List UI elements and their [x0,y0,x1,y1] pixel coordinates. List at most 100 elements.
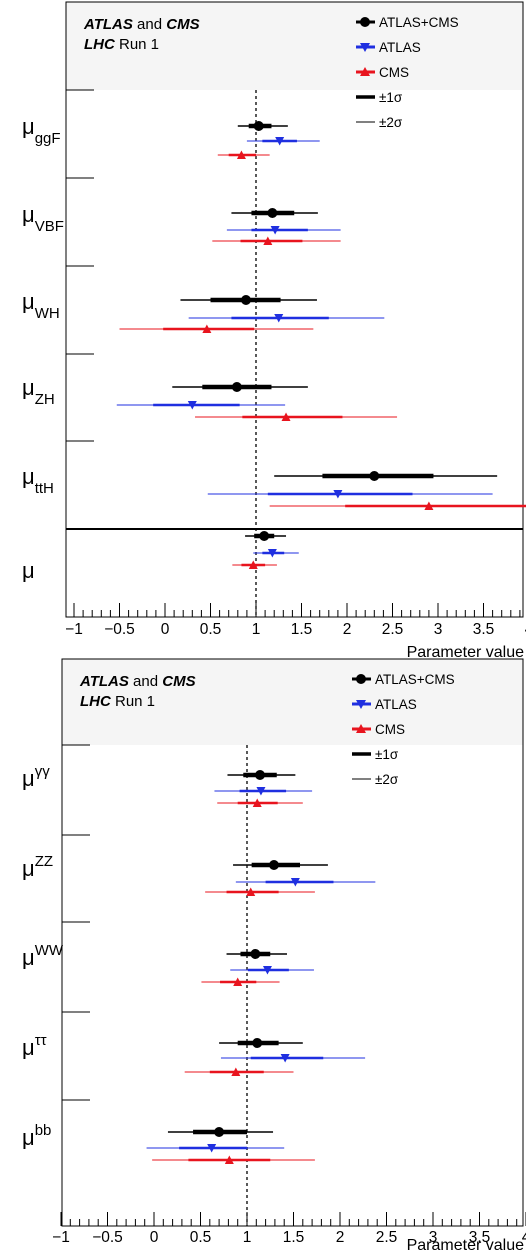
header-atlas: ATLAS [79,673,129,690]
row-label-base: μ [22,945,35,970]
row-label-sub: ttH [35,480,54,497]
x-tick-label: 4 [525,621,526,638]
x-tick-label: 2.5 [382,621,404,638]
marker-atlas [290,878,300,887]
row-label-sup: bb [35,1122,52,1139]
legend-label: ATLAS [379,40,421,55]
x-tick-label: −1 [52,1229,70,1246]
x-tick-label: 1 [243,1229,252,1246]
x-tick-label: 1.5 [283,1229,305,1246]
x-tick-label: 1.5 [291,621,313,638]
marker-atlas-cms [250,949,261,959]
x-tick-label: 3 [429,1229,438,1246]
header-and: and [129,673,162,690]
header-line1: ATLAS and CMS [79,673,196,690]
marker-atlas-cms [255,770,266,780]
x-tick-label: 1 [252,621,261,638]
marker-cms [236,150,246,159]
row-label-base: μ [22,202,35,227]
legend-marker-triangle-up [356,724,366,733]
x-tick-label: 3 [434,621,443,638]
row-label-base: μ [22,766,35,791]
row-label: μγγ [22,763,50,791]
marker-atlas [270,226,280,235]
marker-atlas [262,966,272,975]
marker-atlas [187,401,197,410]
marker-atlas [207,1144,217,1153]
marker-cms [233,977,243,986]
marker-atlas [280,1054,290,1063]
x-tick-label: 0 [150,1229,159,1246]
legend-label: CMS [375,722,405,737]
x-tick-label: 2 [336,1229,345,1246]
marker-atlas [267,549,277,558]
header-lhc: LHC [80,693,112,710]
marker-cms [246,887,256,896]
x-tick-label: −0.5 [104,621,135,638]
x-tick-label: 0.5 [200,621,222,638]
marker-cms [424,501,434,510]
row-label: μWH [22,289,60,322]
row-label: μZZ [22,853,53,881]
x-tick-label: 2.5 [376,1229,398,1246]
row-label-sup: ZZ [35,853,53,870]
row-label: μ [22,558,35,583]
marker-atlas-cms [369,471,380,481]
panel-2: ATLAS and CMS LHC Run 1 ATLAS+CMS ATLAS CMS ±… [22,658,526,1250]
marker-atlas-cms [231,382,242,392]
x-tick-label: 3.5 [469,1229,491,1246]
marker-atlas-cms [240,295,251,305]
row-label-base: μ [22,1125,35,1150]
x-axis-label: Parameter value [407,644,524,661]
header-line1: ATLAS and CMS [83,16,200,33]
legend-marker-triangle-down [356,700,366,709]
marker-atlas [333,490,343,499]
x-tick-label: 0 [161,621,170,638]
legend-marker-circle [360,17,370,27]
row-label-sub: ZH [35,391,55,408]
header-line2: LHC Run 1 [80,693,155,710]
plot-frame [65,1,524,618]
marker-atlas-cms [253,121,264,131]
x-tick-label: 3.5 [473,621,495,638]
row-label-sub: ggF [35,130,61,147]
row-label: μZH [22,375,55,408]
legend-label: ±2σ [375,772,399,787]
row-label-base: μ [22,375,35,400]
row-label: μWW [22,942,64,970]
row-label: μττ [22,1032,47,1060]
marker-atlas-cms [259,531,270,541]
legend-label: ATLAS+CMS [379,15,459,30]
header-run: Run 1 [115,36,159,53]
legend-label: CMS [379,65,409,80]
row-label-sub: VBF [35,218,64,235]
row-label-base: μ [22,856,35,881]
x-tick-label: −1 [65,621,83,638]
legend-marker-triangle-up [360,67,370,76]
row-label-sup: γγ [35,763,51,780]
row-label: μbb [22,1122,51,1150]
marker-atlas-cms [268,860,279,870]
x-axis-label: Parameter value [407,1237,524,1250]
row-label-base: μ [22,558,35,583]
x-tick-label: 0.5 [190,1229,212,1246]
marker-atlas [256,787,266,796]
marker-cms [231,1067,241,1076]
header-band [66,2,523,90]
marker-cms [202,324,212,333]
row-label: μVBF [22,202,64,235]
header-line2: LHC Run 1 [84,36,159,53]
marker-atlas-cms [267,208,278,218]
panel-1: ATLAS and CMS LHC Run 1 ATLAS+CMS ATLAS CMS ±… [22,1,526,661]
header-run: Run 1 [111,693,155,710]
marker-cms [263,236,273,245]
row-label-sup: ττ [35,1032,47,1049]
legend-label: ±1σ [379,90,403,105]
header-band [62,659,523,745]
header-cms: CMS [166,16,199,33]
header-cms: CMS [162,673,195,690]
legend-label: ATLAS [375,697,417,712]
header-atlas: ATLAS [83,16,133,33]
row-label: μttH [22,464,54,497]
